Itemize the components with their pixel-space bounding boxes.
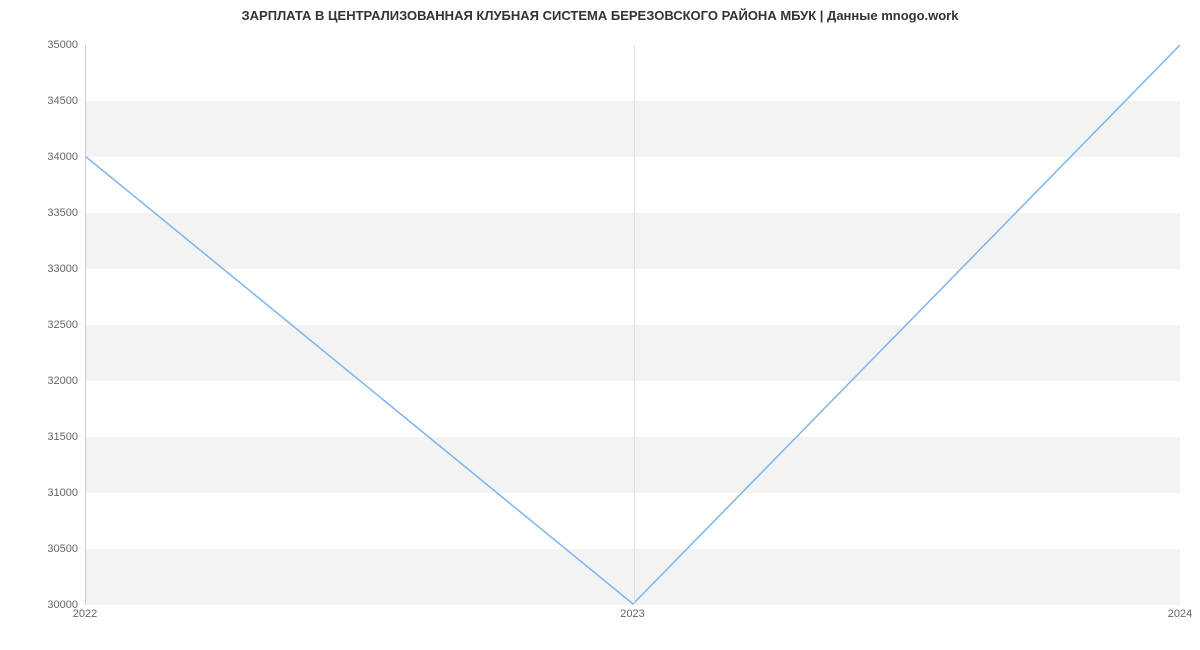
y-tick-label: 31000 [8,487,78,499]
chart-container: ЗАРПЛАТА В ЦЕНТРАЛИЗОВАННАЯ КЛУБНАЯ СИСТ… [0,0,1200,650]
y-tick-label: 33000 [8,263,78,275]
x-tick-label: 2024 [1168,608,1192,620]
y-tick-label: 31500 [8,431,78,443]
y-tick-label: 30000 [8,599,78,611]
chart-title: ЗАРПЛАТА В ЦЕНТРАЛИЗОВАННАЯ КЛУБНАЯ СИСТ… [0,8,1200,23]
y-tick-label: 35000 [8,39,78,51]
y-tick-label: 32500 [8,319,78,331]
y-tick-label: 34500 [8,95,78,107]
x-tick-label: 2022 [73,608,97,620]
plot-area [85,45,1180,605]
x-grid-line [634,45,635,604]
y-tick-label: 30500 [8,543,78,555]
y-tick-label: 33500 [8,207,78,219]
y-tick-label: 32000 [8,375,78,387]
y-tick-label: 34000 [8,151,78,163]
x-tick-label: 2023 [620,608,644,620]
